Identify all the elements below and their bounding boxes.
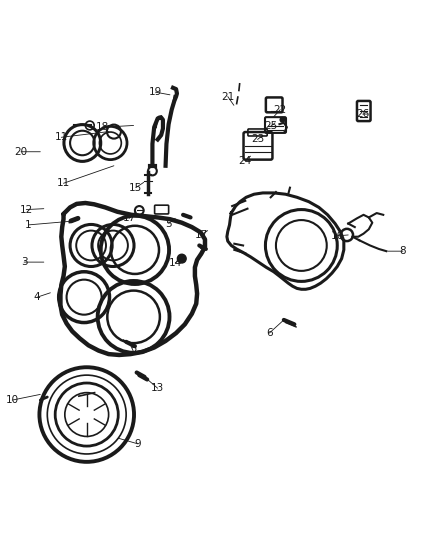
Text: 5: 5 (165, 219, 172, 229)
Circle shape (177, 254, 186, 263)
Text: 1: 1 (25, 220, 32, 230)
Text: 4: 4 (34, 292, 41, 302)
Text: 11: 11 (57, 178, 70, 188)
Text: 17: 17 (195, 230, 208, 240)
Text: 16: 16 (331, 231, 344, 241)
Text: 20: 20 (14, 147, 28, 157)
Text: 15: 15 (129, 183, 142, 192)
Text: 6: 6 (266, 328, 273, 338)
Text: 23: 23 (251, 134, 264, 144)
Text: 2: 2 (130, 347, 137, 357)
Text: 19: 19 (149, 87, 162, 97)
Text: 25: 25 (264, 122, 277, 131)
Text: 10: 10 (6, 395, 19, 405)
Text: 9: 9 (134, 439, 141, 449)
Text: 26: 26 (356, 109, 369, 119)
Text: 14: 14 (169, 258, 182, 268)
Text: 22: 22 (274, 104, 287, 115)
Text: 12: 12 (20, 205, 33, 215)
Text: 13: 13 (151, 383, 164, 393)
Text: 3: 3 (21, 257, 28, 267)
Text: 11: 11 (55, 132, 68, 142)
Text: 8: 8 (399, 246, 406, 256)
Text: 21: 21 (221, 92, 234, 102)
Text: 18: 18 (96, 122, 110, 132)
Circle shape (279, 117, 286, 123)
Text: 24: 24 (239, 156, 252, 166)
Text: 17: 17 (123, 213, 136, 223)
Text: 7: 7 (198, 248, 205, 259)
